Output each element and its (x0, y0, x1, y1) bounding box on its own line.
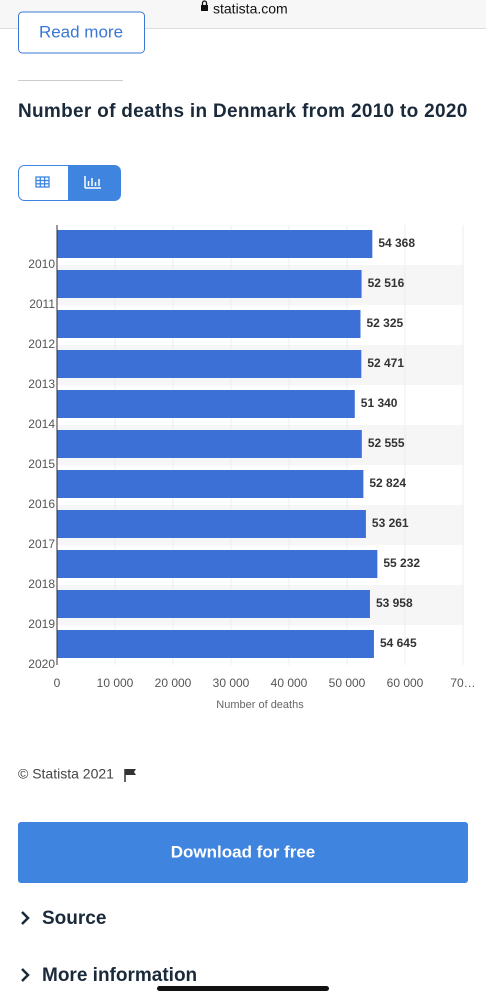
flag-icon (124, 769, 136, 782)
y-tick-label: 2012 (28, 337, 55, 351)
download-button[interactable] (18, 822, 468, 883)
x-tick-label: 50 000 (329, 676, 366, 690)
value-label: 55 232 (383, 556, 420, 570)
x-tick-label: 40 000 (271, 676, 308, 690)
x-tick-label: 70… (450, 676, 475, 690)
bar (57, 510, 366, 538)
bar (57, 390, 355, 418)
y-tick-label: 2011 (29, 297, 55, 311)
more-info-chevron[interactable] (21, 968, 30, 982)
y-tick-label: 2016 (28, 497, 55, 511)
bar (57, 230, 373, 258)
y-tick-label: 2015 (28, 457, 55, 471)
value-label: 52 325 (366, 316, 403, 330)
x-tick-label: 0 (54, 676, 61, 690)
download-label[interactable]: Download for free (171, 842, 316, 861)
url: statista.com (213, 1, 288, 17)
value-label: 52 516 (368, 276, 405, 290)
y-tick-label: 2010 (28, 257, 55, 271)
value-label: 51 340 (361, 396, 398, 410)
bar (57, 590, 370, 618)
x-tick-label: 60 000 (387, 676, 424, 690)
bar (57, 630, 374, 658)
x-tick-label: 20 000 (155, 676, 192, 690)
bar (57, 550, 378, 578)
bar (57, 470, 364, 498)
y-tick-label: 2018 (28, 577, 55, 591)
x-tick-label: 10 000 (97, 676, 134, 690)
chart-title: Number of deaths in Denmark from 2010 to… (18, 101, 468, 122)
home-indicator (157, 986, 329, 991)
y-tick-label: 2020 (28, 657, 55, 671)
lock-icon (201, 5, 208, 11)
bar (57, 430, 362, 458)
value-label: 54 645 (380, 636, 417, 650)
more-info-link[interactable]: More information (42, 965, 197, 986)
lock-shackle (201, 0, 208, 5)
read-more-label[interactable]: Read more (39, 22, 123, 41)
value-label: 53 958 (376, 596, 413, 610)
bar (57, 310, 361, 338)
bar-icon[interactable] (84, 176, 101, 189)
y-tick-label: 2017 (28, 537, 55, 551)
value-label: 52 555 (368, 436, 405, 450)
y-tick-label: 2019 (28, 617, 55, 631)
value-label: 52 824 (369, 476, 406, 490)
chart-view-button[interactable] (68, 165, 121, 201)
y-tick-label: 2014 (28, 417, 55, 431)
bar (57, 350, 362, 378)
source-chevron[interactable] (21, 911, 30, 925)
bar (57, 270, 362, 298)
copyright: © Statista 2021 (18, 766, 114, 782)
value-label: 53 261 (372, 516, 409, 530)
value-label: 54 368 (378, 236, 415, 250)
x-tick-label: 30 000 (213, 676, 250, 690)
y-tick-label: 2013 (28, 377, 55, 391)
x-axis-label: Number of deaths (216, 699, 304, 711)
table-icon[interactable] (35, 176, 50, 188)
value-label: 52 471 (367, 356, 404, 370)
read-more-button[interactable] (18, 11, 145, 54)
source-link[interactable]: Source (42, 908, 106, 929)
